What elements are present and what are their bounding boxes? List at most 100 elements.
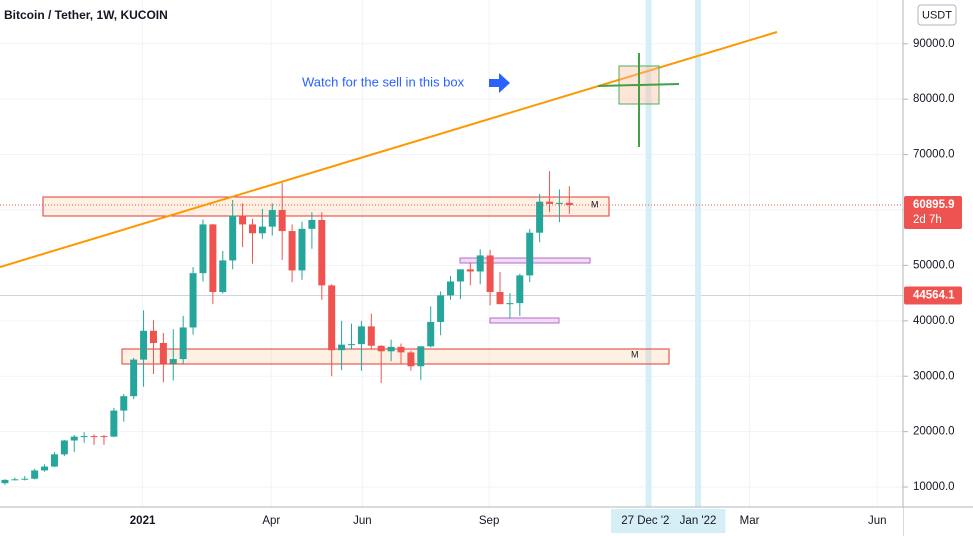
y-tick-label: 50000.0 [913, 259, 955, 271]
candle-body [496, 292, 504, 305]
candle-body [41, 466, 49, 471]
countdown: 2d 7h [913, 214, 942, 226]
zone-box [42, 196, 610, 217]
candle-body [318, 219, 326, 286]
candle-body [130, 359, 138, 397]
candle-body [555, 202, 563, 204]
candle-body [447, 281, 455, 296]
x-tick-label: Apr [262, 515, 280, 527]
highlight-bands [645, 0, 702, 507]
candle-body [338, 344, 346, 351]
currency[interactable]: USDT [922, 9, 952, 21]
candle-body [159, 342, 167, 364]
currency-box[interactable] [917, 4, 957, 26]
candle-body [209, 224, 217, 293]
candle-body [486, 255, 494, 293]
candle-body [387, 346, 395, 352]
candle-body [189, 273, 197, 328]
candle-body [229, 215, 237, 261]
box-label: M [631, 349, 639, 359]
last-price-box [904, 196, 962, 230]
candle-body [565, 202, 573, 206]
highlight-label-box [670, 509, 726, 533]
candle-body [120, 396, 128, 411]
grid [0, 0, 903, 507]
candle-body [367, 326, 375, 346]
candle-body [536, 201, 544, 233]
candles [0, 171, 903, 485]
candle-body [288, 231, 296, 271]
highlight-band [695, 0, 702, 507]
zone-box [489, 317, 560, 324]
highlight-label: 27 Dec '21 [621, 515, 676, 527]
highlight-band [645, 0, 652, 507]
zone-box [459, 257, 591, 264]
candle-body [466, 269, 474, 272]
x-tick-label: 2021 [130, 515, 156, 527]
arrow [489, 73, 510, 93]
candle-body [298, 228, 306, 271]
candle-body [90, 436, 98, 438]
y-tick-label: 70000.0 [913, 149, 955, 161]
candle-body [1, 479, 9, 484]
candle-body [516, 275, 524, 304]
last-price-label: 60895.9 [913, 199, 955, 211]
candle-body [149, 330, 157, 343]
candle-body [70, 436, 78, 441]
candle-body [347, 344, 355, 346]
x-tick-label: Jun [353, 515, 372, 527]
x-tick-label: Mar [740, 515, 760, 527]
candle-body [546, 201, 554, 204]
crosshair-drawing [597, 83, 680, 87]
trend-line [0, 31, 778, 268]
crosshair-price-label: 44564.1 [913, 290, 955, 302]
time-axis [0, 507, 903, 536]
axis-labels: 10000.020000.030000.040000.050000.060000… [130, 38, 962, 533]
candle-body [506, 303, 514, 305]
candle-body [278, 210, 286, 232]
candle-body [258, 226, 266, 234]
box-label: M [591, 199, 599, 209]
y-tick-label: 40000.0 [913, 315, 955, 327]
candle-body [357, 326, 365, 345]
x-tick-label: Sep [479, 515, 499, 527]
candle-body [239, 215, 247, 225]
candle-body [476, 255, 484, 272]
candle-body [60, 440, 68, 455]
candle-body [248, 224, 256, 234]
candle-body [50, 454, 58, 467]
y-tick-label: 30000.0 [913, 370, 955, 382]
candle-body [169, 359, 177, 364]
chart-title: Bitcoin / Tether, 1W, KUCOIN [4, 8, 168, 22]
candle-body [219, 260, 227, 293]
candle-body [100, 436, 108, 438]
y-tick-label: 90000.0 [913, 38, 955, 50]
candle-body [21, 478, 29, 480]
y-tick-label: 80000.0 [913, 93, 955, 105]
y-tick-label: 10000.0 [913, 481, 955, 493]
highlight-label: Jan '22 [680, 515, 717, 527]
candle-body [437, 295, 445, 322]
candle-body [199, 224, 207, 274]
candle-body [31, 470, 39, 479]
candle-body [308, 219, 316, 229]
candle-body [417, 346, 425, 367]
y-tick-label: 20000.0 [913, 426, 955, 438]
candle-body [268, 210, 276, 227]
annotation: Watch for the sell in this box [302, 74, 465, 89]
candle-body [427, 321, 435, 347]
candle-body [80, 436, 88, 438]
candle-body [11, 479, 19, 481]
candle-body [140, 330, 148, 360]
candle-body [407, 352, 415, 367]
candle-body [526, 232, 534, 276]
zone-box [121, 348, 670, 365]
candle-body [397, 346, 405, 353]
candle-body [179, 327, 187, 360]
candle-body [377, 345, 385, 352]
price-axis [903, 0, 973, 536]
x-tick-label: Jun [868, 515, 887, 527]
candle-body [328, 285, 336, 351]
